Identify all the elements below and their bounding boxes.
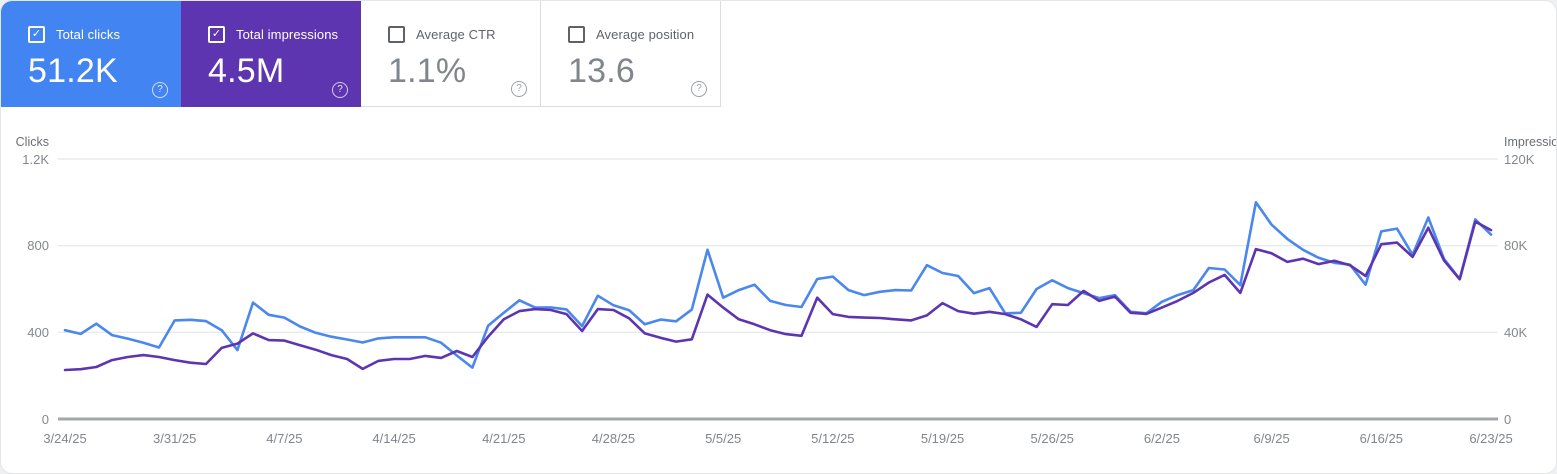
help-icon[interactable]: ? bbox=[332, 82, 348, 98]
x-axis-label: 3/31/25 bbox=[153, 431, 197, 446]
y-axis-label-right: 0 bbox=[1504, 411, 1512, 427]
x-axis-label: 3/24/25 bbox=[43, 431, 87, 446]
average-position-checkbox[interactable] bbox=[568, 26, 585, 43]
x-axis-label: 5/26/25 bbox=[1030, 431, 1074, 446]
metric-card-total-clicks[interactable]: ✓ Total clicks 51.2K ? bbox=[1, 1, 181, 107]
help-icon[interactable]: ? bbox=[152, 82, 168, 98]
metric-label: Average CTR bbox=[416, 27, 496, 42]
y-axis-label-right: 40K bbox=[1504, 324, 1528, 340]
metric-label: Average position bbox=[596, 27, 695, 42]
metric-value: 4.5M bbox=[208, 52, 285, 90]
y-axis-label-left: 1.2K bbox=[22, 151, 49, 167]
left-axis-title: Clicks bbox=[15, 135, 49, 149]
x-axis-label: 6/23/25 bbox=[1469, 431, 1513, 446]
x-axis-label: 5/5/25 bbox=[705, 431, 742, 446]
y-axis-label-left: 400 bbox=[27, 324, 49, 340]
total-impressions-checkbox[interactable]: ✓ bbox=[208, 26, 225, 43]
metric-label: Total clicks bbox=[56, 27, 121, 42]
help-icon[interactable]: ? bbox=[691, 81, 707, 97]
impressions-line[interactable] bbox=[63, 220, 1493, 372]
y-axis-label-right: 120K bbox=[1504, 151, 1535, 167]
clicks-line[interactable] bbox=[63, 201, 1493, 369]
average-ctr-checkbox[interactable] bbox=[388, 26, 405, 43]
x-axis-label: 5/12/25 bbox=[811, 431, 855, 446]
x-axis-label: 4/28/25 bbox=[591, 431, 636, 446]
x-axis-label: 4/21/25 bbox=[482, 431, 526, 446]
metric-label: Total impressions bbox=[236, 27, 339, 42]
x-axis-label: 4/7/25 bbox=[266, 431, 303, 446]
help-icon[interactable]: ? bbox=[511, 81, 527, 97]
x-axis-label: 5/19/25 bbox=[920, 431, 965, 446]
metric-card-total-impressions[interactable]: ✓ Total impressions 4.5M ? bbox=[181, 1, 361, 107]
metric-value: 1.1% bbox=[388, 52, 467, 90]
y-axis-label-left: 0 bbox=[41, 411, 49, 427]
right-axis-title: Impressions bbox=[1504, 135, 1556, 149]
metric-value: 13.6 bbox=[568, 52, 635, 90]
x-axis-label: 4/14/25 bbox=[372, 431, 416, 446]
x-axis-label: 6/2/25 bbox=[1143, 431, 1180, 446]
metric-card-average-ctr[interactable]: Average CTR 1.1% ? bbox=[361, 1, 541, 107]
x-axis-label: 6/16/25 bbox=[1359, 431, 1403, 446]
metric-card-average-position[interactable]: Average position 13.6 ? bbox=[541, 1, 721, 107]
metric-cards: ✓ Total clicks 51.2K ? ✓ Total impressio… bbox=[1, 1, 721, 107]
y-axis-label-right: 80K bbox=[1504, 238, 1528, 254]
x-axis-label: 6/9/25 bbox=[1253, 431, 1290, 446]
total-clicks-checkbox[interactable]: ✓ bbox=[28, 26, 45, 43]
y-axis-label-left: 800 bbox=[27, 238, 49, 254]
metric-value: 51.2K bbox=[28, 52, 118, 90]
